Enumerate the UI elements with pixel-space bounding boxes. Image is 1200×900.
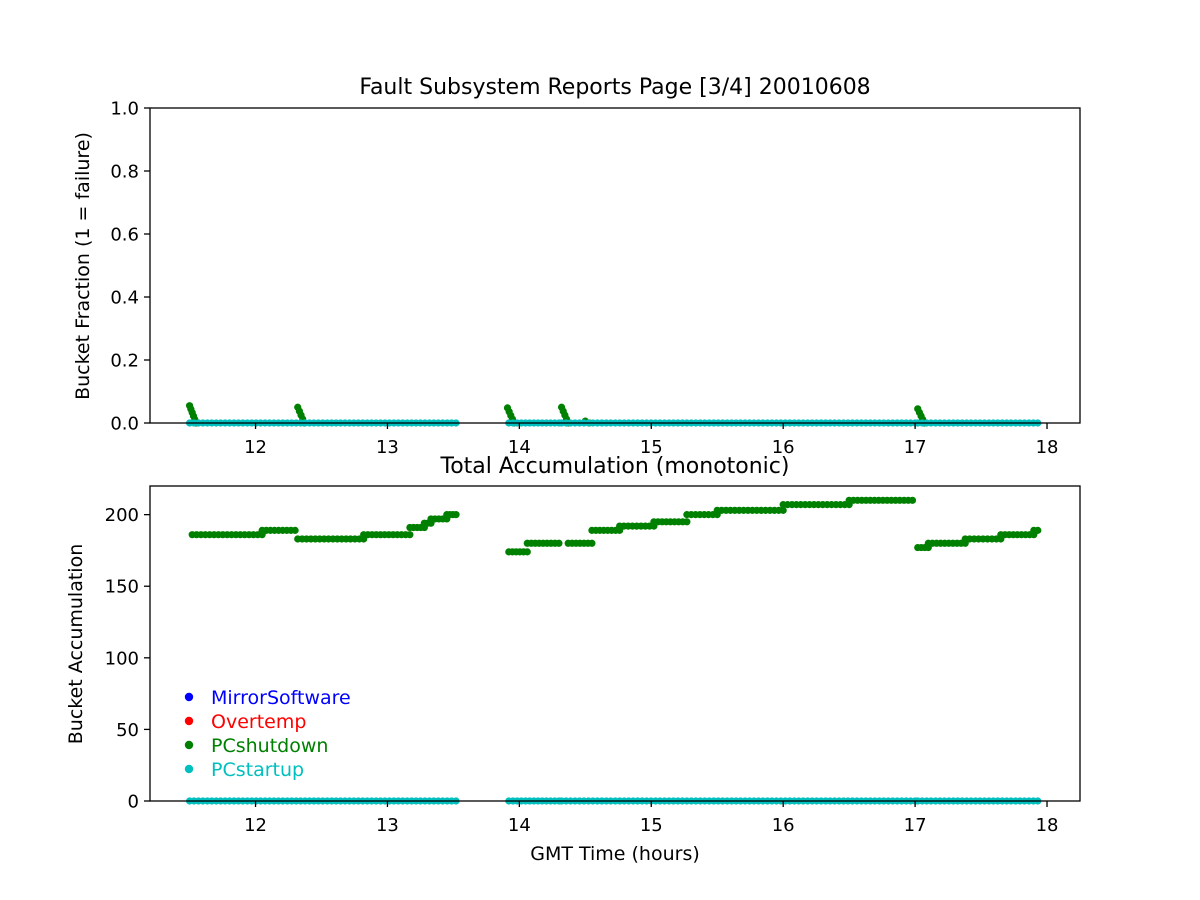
legend-label: PCshutdown — [211, 735, 328, 757]
data-point — [908, 496, 917, 504]
x-axis-label: GMT Time (hours) — [530, 843, 700, 865]
x-tick-label: 17 — [904, 815, 927, 836]
x-tick-label: 16 — [772, 815, 795, 836]
data-point — [1034, 526, 1042, 534]
y-tick-label: 200 — [105, 505, 139, 526]
y-tick-label: 0.6 — [110, 225, 139, 246]
y-tick-label: 100 — [105, 648, 139, 669]
y-tick-label: 0.2 — [110, 351, 139, 372]
accumulation-plot-frame — [149, 485, 1081, 802]
data-point — [683, 518, 691, 526]
data-point — [452, 511, 460, 519]
legend-label: PCstartup — [211, 759, 304, 781]
y-tick-label: 0 — [128, 792, 139, 813]
fraction-axis-ticks: 12 13 14 15 16 17 18 0.0 0.2 0.4 0.6 0.8 1.0 — [110, 99, 1058, 459]
x-tick-label: 15 — [640, 815, 663, 836]
x-tick-label: 16 — [772, 437, 795, 458]
accumulation-chart-title: Total Accumulation (monotonic) — [440, 454, 790, 479]
x-tick-label: 13 — [376, 437, 399, 458]
x-tick-label: 14 — [508, 437, 531, 458]
y-tick-label: 1.0 — [110, 99, 139, 120]
legend-marker — [184, 692, 194, 702]
fraction-panel: Fault Subsystem Reports Page [3/4] 20010… — [72, 75, 1081, 459]
legend-marker — [184, 764, 194, 774]
legend-label: MirrorSoftware — [211, 687, 351, 709]
y-tick-label: 50 — [116, 720, 139, 741]
fraction-chart-title: Fault Subsystem Reports Page [3/4] 20010… — [359, 75, 870, 100]
accumulation-y-axis-label: Bucket Accumulation — [65, 544, 87, 745]
x-tick-label: 13 — [376, 815, 399, 836]
legend: MirrorSoftwareOvertempPCshutdownPCstartu… — [184, 687, 351, 781]
series-2-marks — [188, 496, 1042, 556]
data-point — [588, 539, 596, 547]
x-tick-label: 18 — [1036, 437, 1059, 458]
x-tick-label: 14 — [508, 815, 531, 836]
y-tick-label: 0.4 — [110, 288, 139, 309]
fraction-plot-frame — [149, 107, 1081, 424]
legend-marker — [184, 740, 194, 750]
y-tick-label: 0.0 — [110, 414, 139, 435]
accumulation-panel: Total Accumulation (monotonic) Bucket Ac… — [65, 454, 1081, 865]
x-tick-label: 15 — [640, 437, 663, 458]
data-point — [555, 539, 563, 547]
x-tick-label: 12 — [244, 437, 267, 458]
legend-label: Overtemp — [211, 711, 306, 733]
y-tick-label: 150 — [105, 577, 139, 598]
accumulation-data-marks — [185, 496, 1042, 805]
x-tick-label: 17 — [904, 437, 927, 458]
accumulation-axis-ticks: 12 13 14 15 16 17 18 0 50 100 150 200 — [105, 505, 1059, 836]
x-tick-label: 12 — [244, 815, 267, 836]
x-tick-label: 18 — [1036, 815, 1059, 836]
data-point — [779, 506, 787, 514]
y-tick-label: 0.8 — [110, 162, 139, 183]
legend-marker — [184, 716, 194, 726]
data-point — [406, 531, 414, 539]
data-point — [291, 526, 299, 534]
fraction-y-axis-label: Bucket Fraction (1 = failure) — [72, 132, 94, 400]
data-point — [523, 548, 531, 556]
